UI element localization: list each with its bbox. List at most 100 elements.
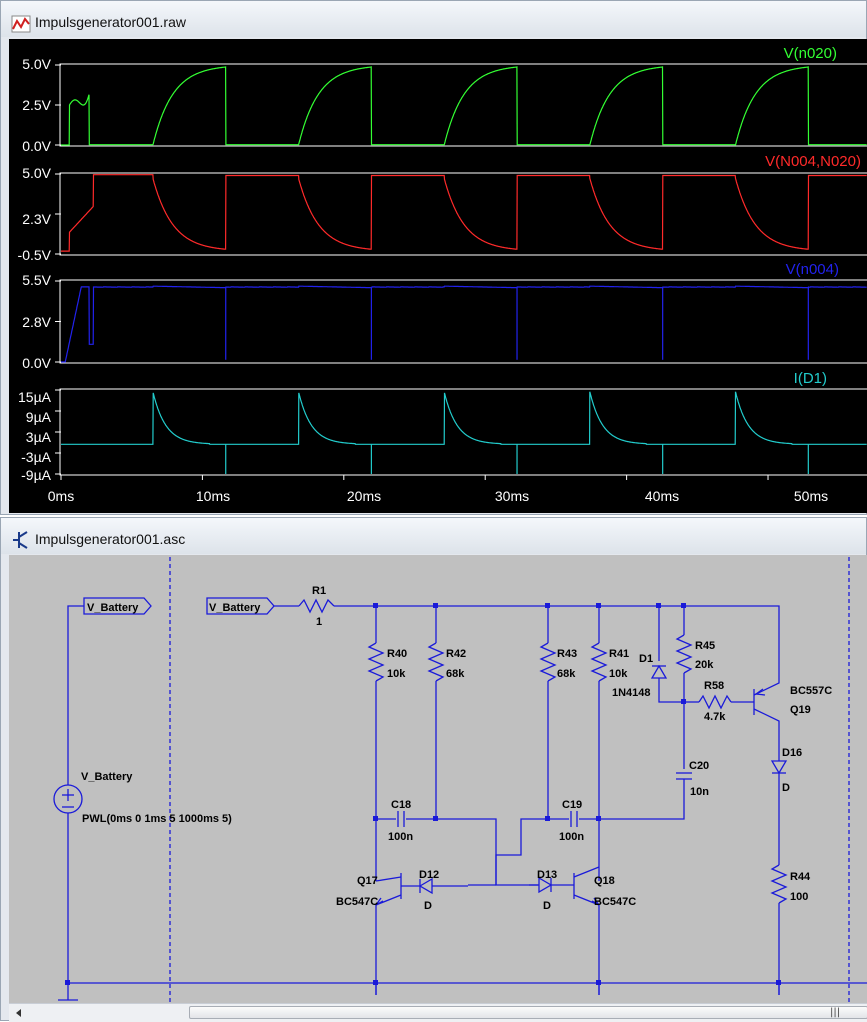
component-name-label[interactable]: C20	[689, 760, 709, 772]
component-name-label[interactable]: R42	[446, 648, 466, 660]
component-name-label[interactable]: C18	[391, 799, 411, 811]
component-name-label[interactable]: R40	[387, 648, 407, 660]
component-name-label[interactable]: Q18	[594, 875, 615, 887]
diode-d13[interactable]	[538, 876, 553, 894]
xtick-label: 50ms	[794, 488, 828, 504]
component-name-label[interactable]: Q17	[357, 875, 378, 887]
ytick-label: 0.0V	[22, 138, 51, 154]
component-value-label[interactable]: 68k	[557, 668, 576, 680]
trace-name-vn004[interactable]: V(n004)	[786, 261, 839, 278]
component-value-label[interactable]: D	[543, 900, 551, 912]
ytick-label: -3µA	[21, 449, 52, 465]
component-name-label[interactable]: R44	[790, 871, 811, 883]
wire	[334, 605, 780, 665]
xtick-label: 20ms	[347, 488, 381, 504]
schematic-titlebar[interactable]: Impulsgenerator001.asc	[1, 518, 866, 554]
component-value-label[interactable]: BC547C	[594, 896, 636, 908]
scroll-thumb[interactable]: |||	[189, 1006, 867, 1019]
diode-d16[interactable]	[770, 760, 788, 775]
junction-dot	[545, 816, 550, 821]
component-value-label[interactable]: BC547C	[336, 896, 378, 908]
horizontal-scrollbar[interactable]: |||	[9, 1003, 867, 1022]
voltage-source-symbol[interactable]	[53, 784, 83, 814]
plot-area[interactable]: V(n020) V(N004,N020) V(n004) I(D1) 5.0V …	[9, 39, 867, 513]
component-value-label[interactable]: D	[424, 900, 432, 912]
resistor-r1[interactable]	[298, 598, 335, 614]
resistor-r43[interactable]	[539, 642, 557, 682]
ytick-label: 3µA	[26, 429, 52, 445]
xtick-label: 40ms	[645, 488, 679, 504]
junction-dot	[373, 980, 378, 985]
waveform-icon	[11, 15, 31, 33]
junction-dot	[596, 816, 601, 821]
component-name-label[interactable]: R58	[704, 680, 724, 692]
resistor-r58[interactable]	[698, 694, 732, 710]
schematic-canvas[interactable]: V_Battery V_Battery V_Battery PWL(0ms 0 …	[9, 555, 867, 1003]
net-flag-shape	[206, 597, 275, 615]
component-value-label[interactable]: BC557C	[790, 685, 832, 697]
component-value-label[interactable]: 4.7k	[704, 711, 726, 723]
ytick-label: 9µA	[26, 409, 52, 425]
junction-dot	[373, 816, 378, 821]
component-name-label[interactable]: D12	[419, 869, 439, 881]
resistor-r42[interactable]	[427, 642, 445, 682]
component-value-label[interactable]: D	[782, 782, 790, 794]
component-value-label[interactable]: 10n	[690, 786, 709, 798]
waveform-window[interactable]: Impulsgenerator001.raw V(n020) V(N004,N0…	[0, 0, 867, 515]
component-name-label[interactable]: Q19	[790, 704, 811, 716]
ytick-label: 0.0V	[22, 355, 51, 371]
ytick-label: 5.0V	[22, 56, 51, 72]
wire	[406, 818, 538, 886]
source-name-label[interactable]: V_Battery	[81, 771, 133, 783]
component-name-label[interactable]: D16	[782, 747, 802, 759]
component-value-label[interactable]: 68k	[446, 668, 465, 680]
resistor-r45[interactable]	[675, 634, 693, 674]
component-name-label[interactable]: R1	[312, 585, 326, 597]
component-name-label[interactable]: R43	[557, 648, 577, 660]
resistor-r40[interactable]	[367, 642, 385, 682]
component-value-label[interactable]: 100	[790, 891, 808, 903]
ytick-label: 2.5V	[22, 97, 51, 113]
component-value-label[interactable]: 100n	[388, 831, 413, 843]
wire	[579, 779, 685, 820]
component-value-label[interactable]: 1N4148	[612, 687, 651, 699]
net-flag-shape	[83, 597, 152, 615]
component-name-label[interactable]: D1	[639, 653, 653, 665]
resistor-r41[interactable]	[590, 642, 608, 682]
xtick-label: 0ms	[48, 488, 74, 504]
component-name-label[interactable]: C19	[562, 799, 582, 811]
component-value-label[interactable]: 100n	[559, 831, 584, 843]
resistor-r44[interactable]	[770, 864, 788, 904]
ytick-label: 5.5V	[22, 272, 51, 288]
trace-name-vn004n020[interactable]: V(N004,N020)	[765, 153, 861, 170]
schematic-icon	[13, 531, 28, 549]
component-name-label[interactable]: R45	[695, 640, 715, 652]
ytick-label: 15µA	[18, 389, 52, 405]
net-label-v-battery[interactable]: V_Battery	[209, 602, 261, 614]
component-value-label[interactable]: 10k	[387, 668, 406, 680]
junction-dot	[433, 816, 438, 821]
wire	[67, 605, 84, 785]
junction-dot	[656, 603, 661, 608]
trace-name-id1[interactable]: I(D1)	[794, 370, 827, 387]
scroll-left-arrow-icon[interactable]	[13, 1007, 25, 1019]
trace-line-3	[61, 391, 867, 445]
waveform-titlebar[interactable]: Impulsgenerator001.raw	[1, 1, 866, 37]
junction-dot	[681, 603, 686, 608]
plot-canvas[interactable]: V(n020) V(N004,N020) V(n004) I(D1) 5.0V …	[9, 39, 867, 513]
net-label-v-battery[interactable]: V_Battery	[87, 602, 139, 614]
schematic-window[interactable]: Impulsgenerator001.asc	[0, 517, 867, 1022]
junction-dot	[596, 603, 601, 608]
junction-dot	[373, 603, 378, 608]
component-name-label[interactable]: R41	[609, 648, 629, 660]
trace-name-vn020[interactable]: V(n020)	[784, 45, 837, 62]
source-value-label[interactable]: PWL(0ms 0 1ms 5 1000ms 5)	[82, 813, 232, 825]
component-value-label[interactable]: 1	[316, 616, 322, 628]
junction-dot	[433, 603, 438, 608]
component-value-label[interactable]: 10k	[609, 668, 628, 680]
diode-d1[interactable]	[650, 664, 668, 679]
component-value-label[interactable]: 20k	[695, 659, 714, 671]
schematic-svg[interactable]: V_Battery V_Battery V_Battery PWL(0ms 0 …	[9, 555, 867, 1003]
xtick-label: 30ms	[495, 488, 529, 504]
component-name-label[interactable]: D13	[537, 869, 557, 881]
